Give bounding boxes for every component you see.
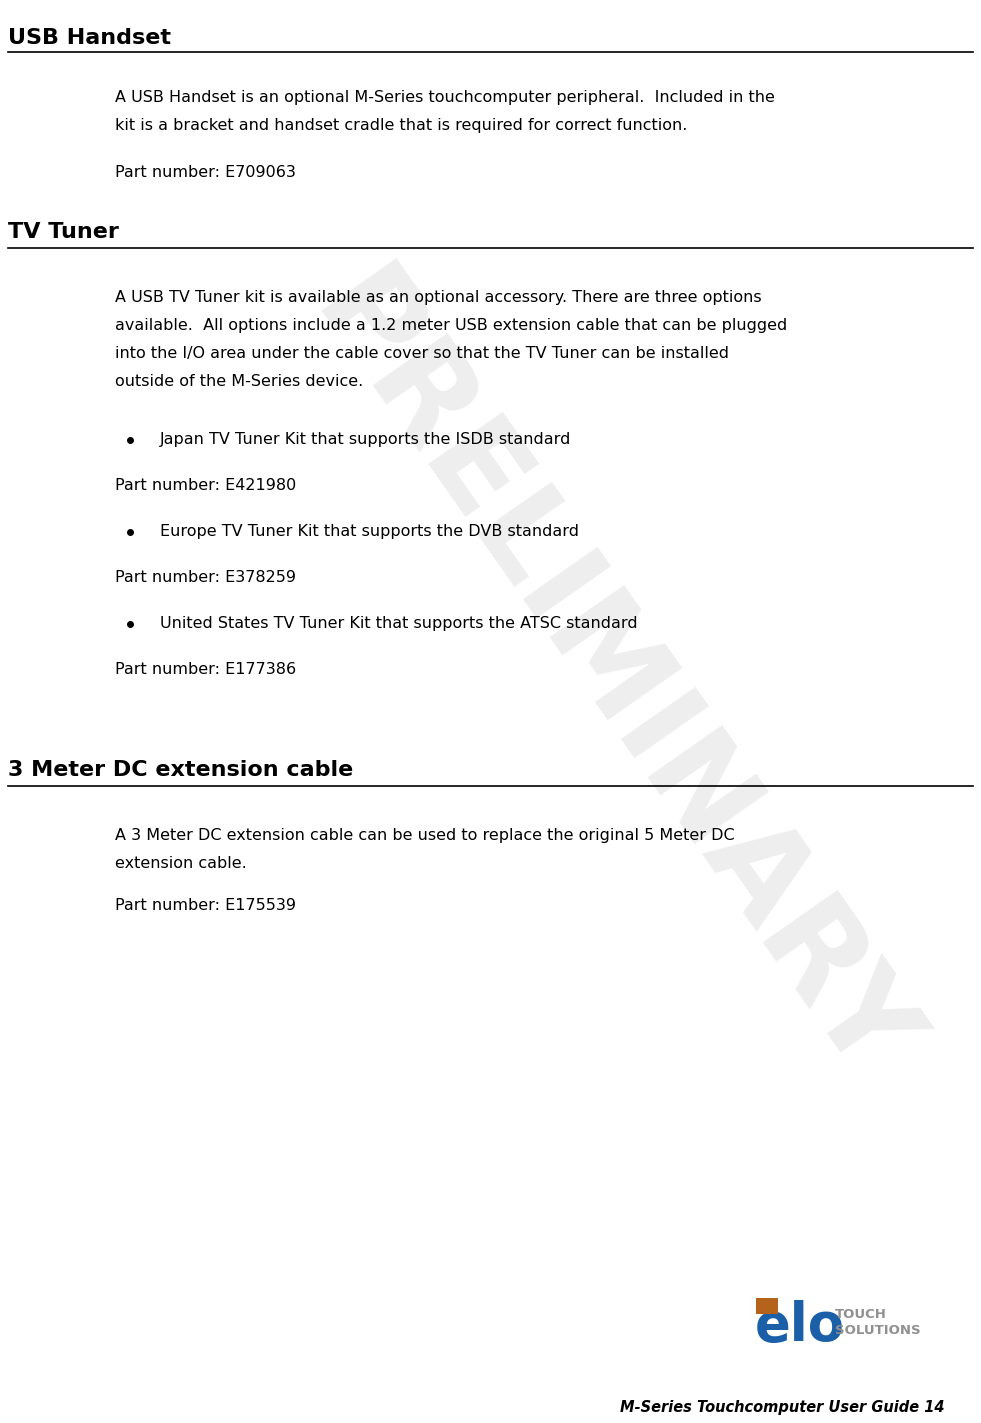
Text: into the I/O area under the cable cover so that the TV Tuner can be installed: into the I/O area under the cable cover …	[115, 346, 729, 361]
Text: Part number: E175539: Part number: E175539	[115, 898, 296, 914]
Text: available.  All options include a 1.2 meter USB extension cable that can be plug: available. All options include a 1.2 met…	[115, 317, 787, 333]
Text: Part number: E709063: Part number: E709063	[115, 165, 296, 179]
Text: Japan TV Tuner Kit that supports the ISDB standard: Japan TV Tuner Kit that supports the ISD…	[160, 433, 571, 447]
Text: Europe TV Tuner Kit that supports the DVB standard: Europe TV Tuner Kit that supports the DV…	[160, 524, 579, 539]
Text: A USB TV Tuner kit is available as an optional accessory. There are three option: A USB TV Tuner kit is available as an op…	[115, 290, 761, 305]
Text: elo: elo	[755, 1301, 845, 1352]
Text: outside of the M-Series device.: outside of the M-Series device.	[115, 374, 363, 388]
Text: A 3 Meter DC extension cable can be used to replace the original 5 Meter DC: A 3 Meter DC extension cable can be used…	[115, 828, 735, 842]
Text: TOUCH
SOLUTIONS: TOUCH SOLUTIONS	[835, 1308, 920, 1338]
Text: A USB Handset is an optional M-Series touchcomputer peripheral.  Included in the: A USB Handset is an optional M-Series to…	[115, 90, 775, 105]
Text: USB Handset: USB Handset	[8, 28, 171, 48]
Text: Part number: E421980: Part number: E421980	[115, 478, 296, 492]
Text: 3 Meter DC extension cable: 3 Meter DC extension cable	[8, 760, 353, 780]
Text: TV Tuner: TV Tuner	[8, 222, 119, 242]
Text: United States TV Tuner Kit that supports the ATSC standard: United States TV Tuner Kit that supports…	[160, 616, 638, 630]
Text: M-Series Touchcomputer User Guide 14: M-Series Touchcomputer User Guide 14	[620, 1400, 945, 1414]
Bar	[756, 1298, 778, 1313]
Text: extension cable.: extension cable.	[115, 857, 247, 871]
Text: kit is a bracket and handset cradle that is required for correct function.: kit is a bracket and handset cradle that…	[115, 118, 688, 132]
Text: Part number: E177386: Part number: E177386	[115, 662, 296, 677]
Text: Part number: E378259: Part number: E378259	[115, 571, 296, 585]
Text: PRELIMINARY: PRELIMINARY	[287, 256, 932, 1104]
